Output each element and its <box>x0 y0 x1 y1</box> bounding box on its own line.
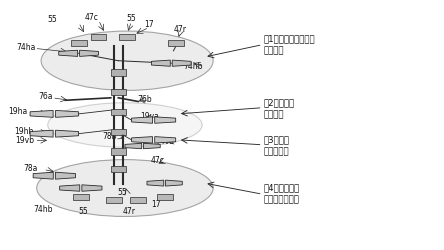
Bar <box>73 194 89 200</box>
Text: 47c: 47c <box>85 13 99 22</box>
Bar <box>119 34 135 40</box>
Polygon shape <box>155 136 176 143</box>
Text: 55: 55 <box>78 207 88 216</box>
Text: 层1上的水平偶极子的
离散分量: 层1上的水平偶极子的 离散分量 <box>264 34 316 55</box>
Text: 层4上的竖直偶
极子的离散分量: 层4上的竖直偶 极子的离散分量 <box>264 184 300 204</box>
Ellipse shape <box>41 31 213 90</box>
Polygon shape <box>30 110 53 117</box>
Polygon shape <box>131 136 152 143</box>
Text: 76a: 76a <box>38 92 53 101</box>
Bar <box>111 89 126 95</box>
Polygon shape <box>79 50 99 56</box>
Text: 17: 17 <box>151 200 161 208</box>
Polygon shape <box>172 60 191 66</box>
Text: 层3上的竖
直短偶极子: 层3上的竖 直短偶极子 <box>264 136 290 156</box>
Bar <box>71 40 87 46</box>
Text: 74hb: 74hb <box>34 204 53 214</box>
Bar <box>130 198 146 203</box>
Polygon shape <box>56 130 79 137</box>
Text: 层2上的水平
短偶极子: 层2上的水平 短偶极子 <box>264 98 295 119</box>
Polygon shape <box>59 50 78 56</box>
Text: 55: 55 <box>127 14 136 23</box>
Text: 76b: 76b <box>138 94 152 104</box>
Polygon shape <box>33 172 53 179</box>
Bar <box>111 166 126 172</box>
Text: 47r: 47r <box>123 207 136 216</box>
Ellipse shape <box>48 103 202 147</box>
Polygon shape <box>166 180 182 186</box>
Text: 19vb: 19vb <box>15 136 34 145</box>
Polygon shape <box>82 185 102 191</box>
Polygon shape <box>59 185 80 191</box>
Text: 19va: 19va <box>140 112 159 121</box>
Text: 78b: 78b <box>102 132 117 140</box>
Text: 55: 55 <box>118 188 127 198</box>
Text: 47c: 47c <box>151 156 165 165</box>
Bar <box>111 109 126 115</box>
Polygon shape <box>151 60 170 66</box>
Bar <box>157 194 173 200</box>
Text: 47r: 47r <box>174 25 186 34</box>
Text: 74ha: 74ha <box>16 42 36 52</box>
Polygon shape <box>143 143 160 149</box>
Polygon shape <box>125 143 142 149</box>
Bar <box>168 40 184 46</box>
Text: 19hb: 19hb <box>15 127 34 136</box>
Ellipse shape <box>37 160 213 216</box>
Polygon shape <box>147 180 164 186</box>
Polygon shape <box>155 117 176 123</box>
Text: 78a: 78a <box>23 164 37 173</box>
Text: 74hb: 74hb <box>183 62 203 72</box>
Bar <box>111 129 126 135</box>
Polygon shape <box>56 172 75 179</box>
Polygon shape <box>131 117 152 123</box>
Text: 17: 17 <box>144 20 154 29</box>
Text: 74va: 74va <box>155 136 174 145</box>
Text: 55: 55 <box>47 16 57 24</box>
Bar <box>111 69 126 75</box>
Polygon shape <box>56 110 79 117</box>
Polygon shape <box>30 130 53 137</box>
Text: 19ha: 19ha <box>8 107 28 116</box>
Bar <box>106 198 122 203</box>
Bar <box>91 34 107 40</box>
Bar <box>111 148 126 155</box>
